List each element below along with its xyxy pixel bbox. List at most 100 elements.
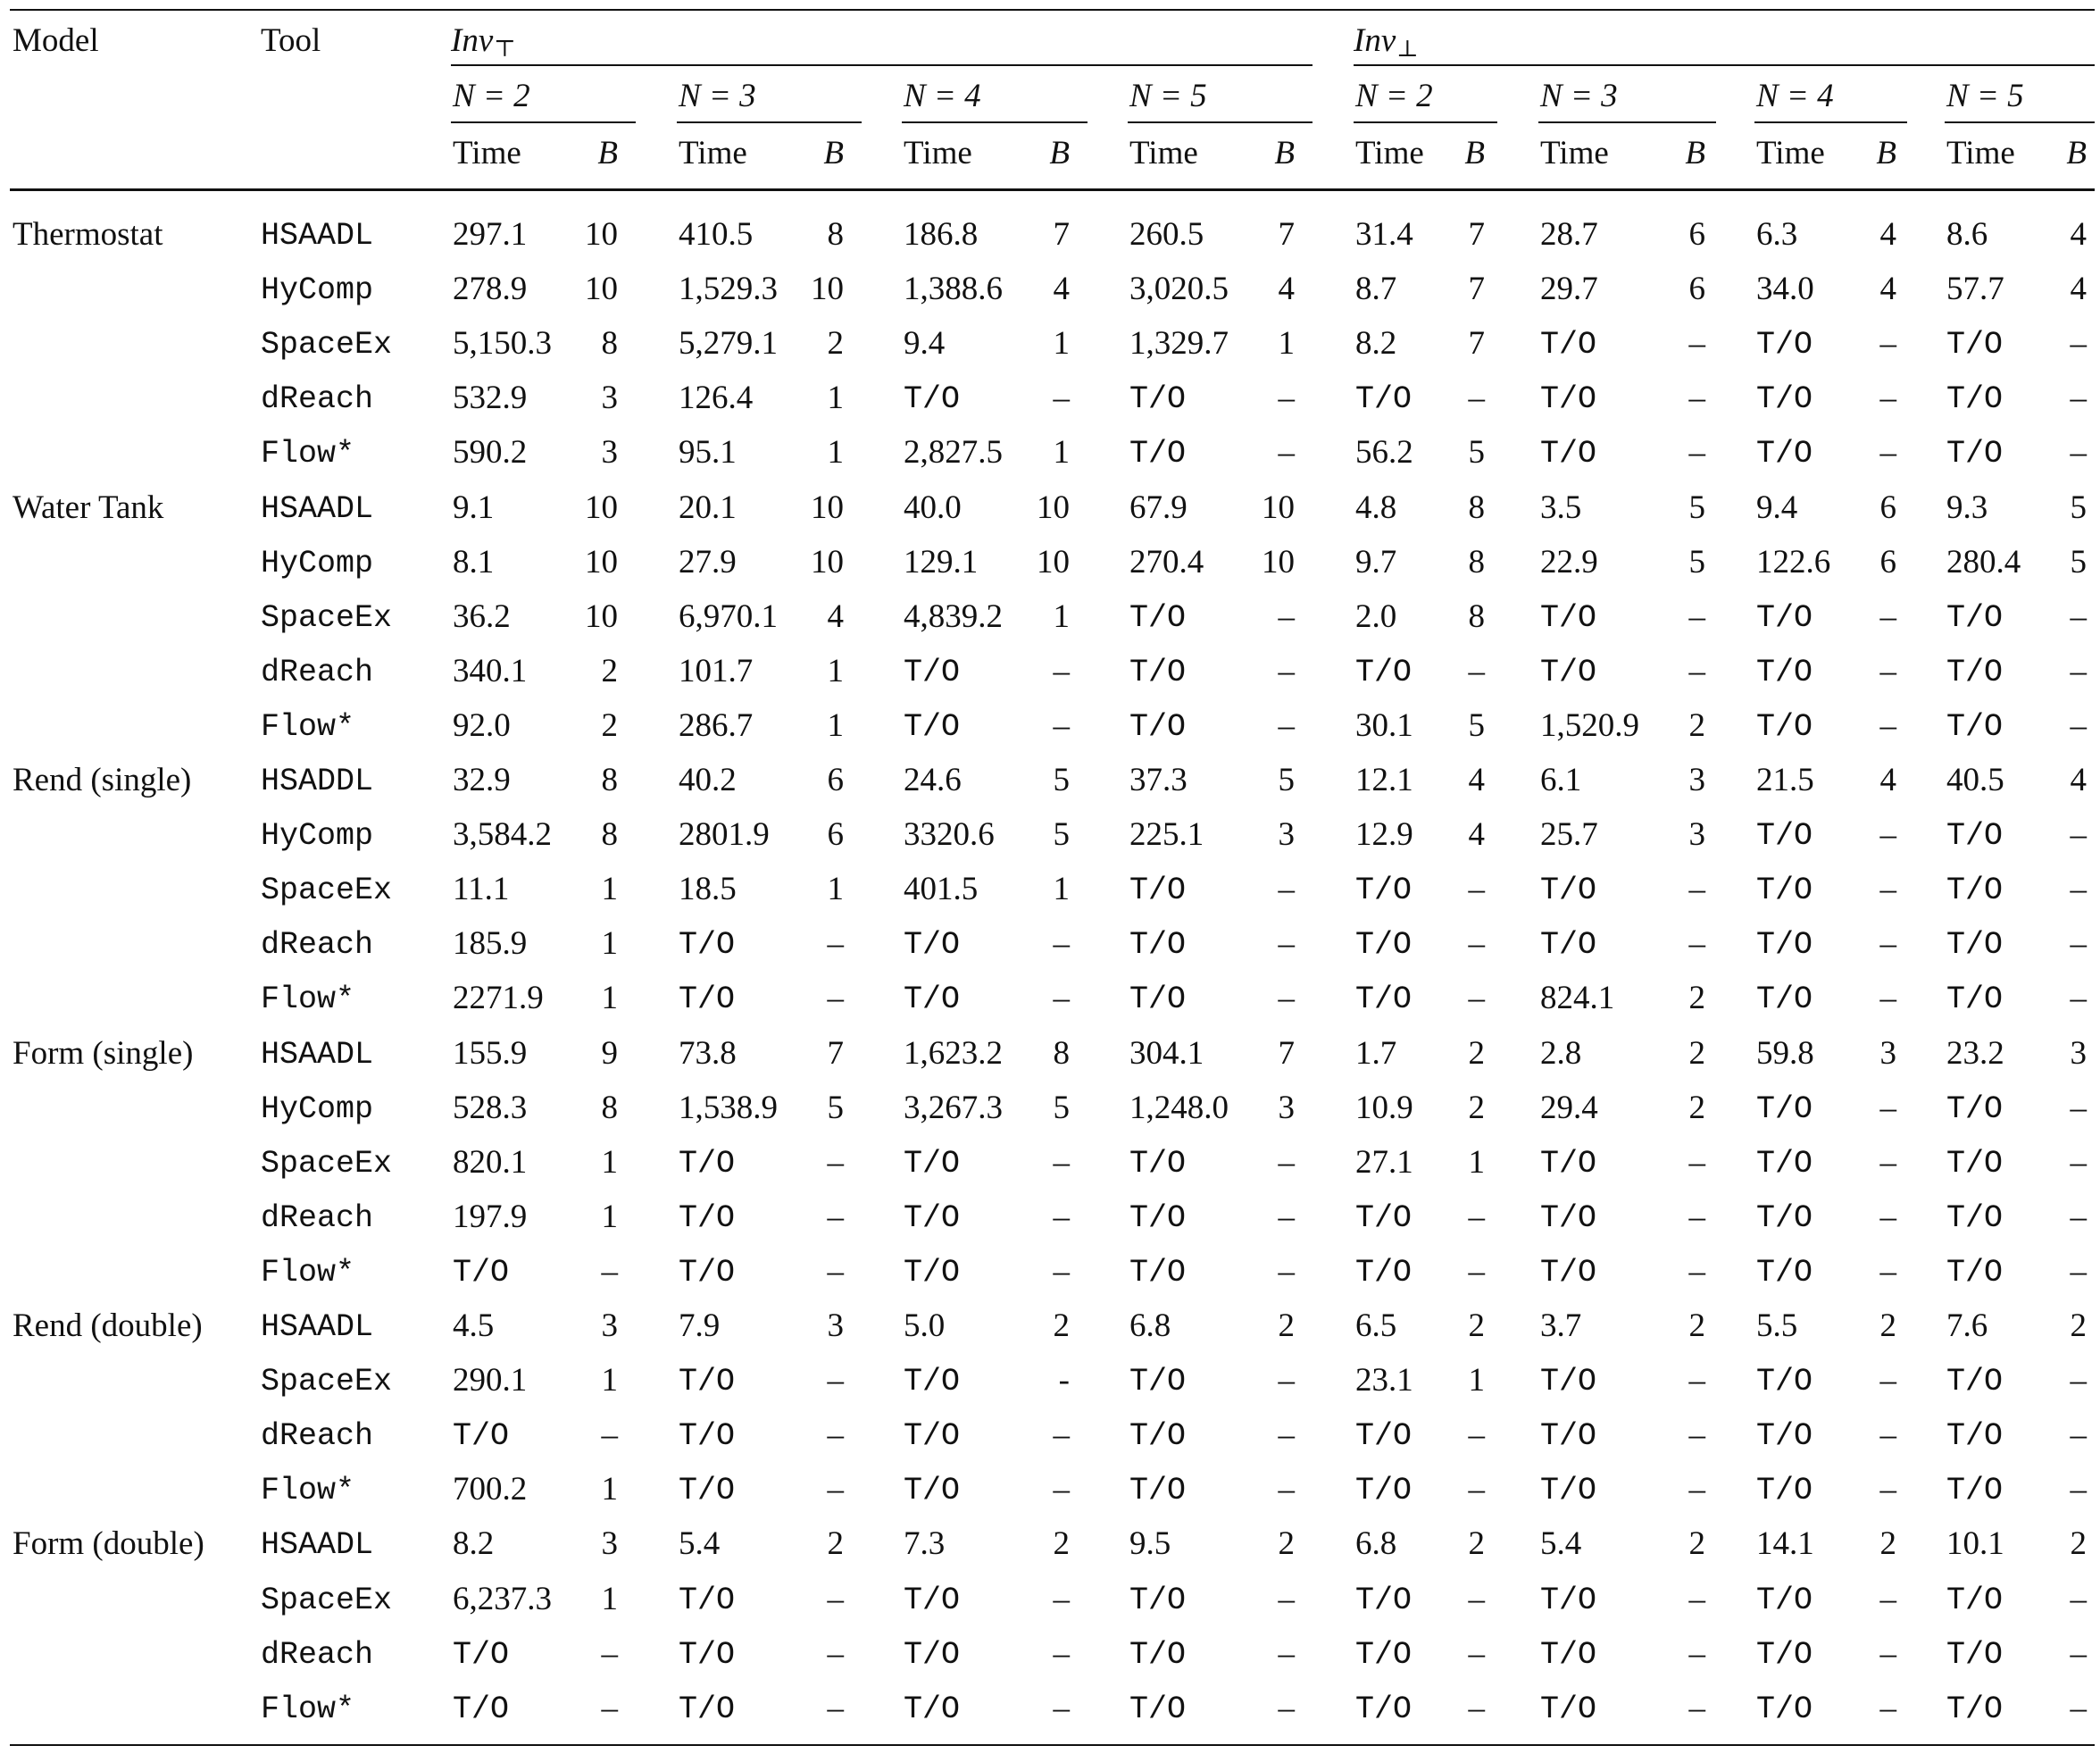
- time-value: 528.3: [453, 1090, 528, 1126]
- bound-value: –: [1468, 1581, 1486, 1617]
- time-value: T/O: [1946, 1637, 2004, 1673]
- n-underline: [1538, 121, 1716, 123]
- bound-value: 6: [827, 762, 845, 798]
- bound-value: 6: [1879, 544, 1897, 580]
- time-value: T/O: [1756, 1637, 1813, 1673]
- time-value: 9.4: [1756, 489, 1798, 526]
- bound-value: –: [2070, 380, 2088, 416]
- time-value: 8.2: [453, 1525, 495, 1562]
- time-value: 6.5: [1355, 1307, 1397, 1344]
- bound-value: –: [2070, 1144, 2088, 1181]
- time-value: 5.0: [904, 1307, 946, 1344]
- bound-value: –: [2070, 1635, 2088, 1672]
- bound-value: –: [1278, 1144, 1296, 1181]
- time-header: Time: [679, 135, 747, 171]
- tool-name: HyComp: [261, 1091, 374, 1127]
- time-value: T/O: [1355, 1255, 1412, 1290]
- bound-value: 6: [1688, 271, 1706, 307]
- bound-value: 2: [1688, 980, 1706, 1016]
- time-header: Time: [453, 135, 521, 171]
- b-header: B: [1464, 135, 1485, 171]
- time-value: T/O: [1540, 655, 1597, 690]
- tool-name: dReach: [261, 1200, 374, 1236]
- bound-value: –: [1278, 1199, 1296, 1235]
- bound-value: 4: [2070, 271, 2088, 307]
- time-value: 21.5: [1756, 762, 1814, 798]
- time-value: T/O: [1946, 818, 2004, 854]
- bound-value: 1: [601, 1144, 619, 1181]
- time-value: T/O: [1756, 873, 1813, 908]
- b-header: B: [1274, 135, 1295, 171]
- time-value: T/O: [1540, 600, 1597, 636]
- tool-name: HyComp: [261, 272, 374, 308]
- bound-value: 1: [1053, 325, 1071, 362]
- n-underline: [1354, 121, 1497, 123]
- time-value: T/O: [1129, 1583, 1187, 1618]
- n-header: N = 4: [1756, 78, 1834, 114]
- bound-value: 7: [1468, 216, 1486, 253]
- time-value: T/O: [1129, 600, 1187, 636]
- bound-value: 6: [1688, 216, 1706, 253]
- time-value: 590.2: [453, 434, 528, 471]
- n-underline: [677, 121, 862, 123]
- time-value: 57.7: [1946, 271, 2004, 307]
- time-value: T/O: [1756, 1418, 1813, 1454]
- time-value: 30.1: [1355, 707, 1413, 744]
- time-value: T/O: [1946, 436, 2004, 472]
- time-value: T/O: [1946, 1691, 2004, 1727]
- time-value: T/O: [904, 927, 961, 963]
- time-value: 304.1: [1129, 1035, 1204, 1072]
- time-value: T/O: [1129, 709, 1187, 745]
- bound-value: 5: [1053, 1090, 1071, 1126]
- time-value: T/O: [679, 1200, 736, 1236]
- time-value: 700.2: [453, 1471, 528, 1508]
- bound-value: –: [1468, 1690, 1486, 1726]
- time-value: 4.8: [1355, 489, 1397, 526]
- bound-value: 10: [585, 544, 618, 580]
- time-value: T/O: [1756, 327, 1813, 363]
- bound-value: 4: [2070, 216, 2088, 253]
- bound-value: –: [1879, 1690, 1897, 1726]
- time-value: T/O: [1540, 1637, 1597, 1673]
- bound-value: 5: [827, 1090, 845, 1126]
- bound-value: 2: [1688, 1307, 1706, 1344]
- time-value: T/O: [904, 709, 961, 745]
- time-value: T/O: [1756, 818, 1813, 854]
- bound-value: –: [1879, 1144, 1897, 1181]
- time-value: 24.6: [904, 762, 962, 798]
- time-value: 8.2: [1355, 325, 1397, 362]
- time-value: 6.3: [1756, 216, 1798, 253]
- tool-name: HyComp: [261, 818, 374, 854]
- time-value: 40.5: [1946, 762, 2004, 798]
- time-value: T/O: [1355, 1473, 1412, 1508]
- time-value: T/O: [1355, 981, 1412, 1017]
- bound-value: –: [827, 1471, 845, 1508]
- time-value: 9.1: [453, 489, 495, 526]
- bound-value: 1: [601, 1199, 619, 1235]
- bound-value: –: [1688, 1416, 1706, 1453]
- invariant-name: Inv: [1354, 22, 1396, 59]
- bound-value: –: [1468, 380, 1486, 416]
- bound-value: 8: [827, 216, 845, 253]
- time-value: T/O: [1946, 1255, 2004, 1290]
- bound-value: –: [1688, 1362, 1706, 1399]
- time-value: T/O: [1540, 1200, 1597, 1236]
- bound-value: 5: [1688, 489, 1706, 526]
- time-value: T/O: [904, 1146, 961, 1182]
- bound-value: 8: [601, 1090, 619, 1126]
- tool-name: HSAADL: [261, 218, 374, 254]
- time-value: T/O: [1946, 873, 2004, 908]
- bound-value: –: [1278, 1471, 1296, 1508]
- bound-value: –: [1879, 1416, 1897, 1453]
- bound-value: 1: [1053, 598, 1071, 635]
- time-value: 129.1: [904, 544, 979, 580]
- time-value: 1,623.2: [904, 1035, 1003, 1072]
- tool-name: SpaceEx: [261, 1583, 393, 1618]
- bound-value: 10: [811, 489, 844, 526]
- bound-value: 3: [601, 434, 619, 471]
- bound-value: 3: [1688, 762, 1706, 798]
- bound-value: –: [1278, 1690, 1296, 1726]
- time-value: T/O: [1756, 1583, 1813, 1618]
- bound-value: –: [1278, 1416, 1296, 1453]
- time-value: T/O: [1355, 1691, 1412, 1727]
